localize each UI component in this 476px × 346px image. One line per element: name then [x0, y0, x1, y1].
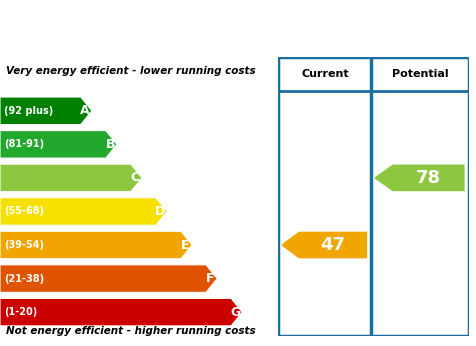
Text: 78: 78: [416, 169, 440, 187]
Text: C: C: [131, 171, 140, 184]
Polygon shape: [0, 231, 192, 259]
Text: G: G: [230, 306, 241, 319]
Text: Potential: Potential: [392, 69, 448, 79]
Text: (81-91): (81-91): [4, 139, 44, 149]
Text: B: B: [106, 138, 115, 151]
Text: Current: Current: [301, 69, 349, 79]
Polygon shape: [0, 298, 242, 326]
Polygon shape: [0, 97, 92, 125]
Text: (21-38): (21-38): [4, 274, 44, 284]
Text: E: E: [181, 238, 190, 252]
Polygon shape: [0, 198, 167, 225]
Text: (39-54): (39-54): [4, 240, 44, 250]
Text: (1-20): (1-20): [4, 307, 38, 317]
Polygon shape: [0, 164, 142, 192]
Text: Very energy efficient - lower running costs: Very energy efficient - lower running co…: [6, 65, 255, 75]
Text: A: A: [80, 104, 90, 117]
Text: (55-68): (55-68): [4, 207, 44, 217]
Polygon shape: [0, 265, 217, 292]
Text: 47: 47: [320, 236, 345, 254]
Polygon shape: [0, 130, 117, 158]
Text: D: D: [155, 205, 166, 218]
Polygon shape: [373, 164, 465, 192]
Text: F: F: [206, 272, 215, 285]
Text: Energy Efficiency Rating: Energy Efficiency Rating: [9, 17, 278, 36]
Polygon shape: [280, 231, 367, 259]
Text: (92 plus): (92 plus): [4, 106, 53, 116]
Text: Not energy efficient - higher running costs: Not energy efficient - higher running co…: [6, 326, 255, 336]
